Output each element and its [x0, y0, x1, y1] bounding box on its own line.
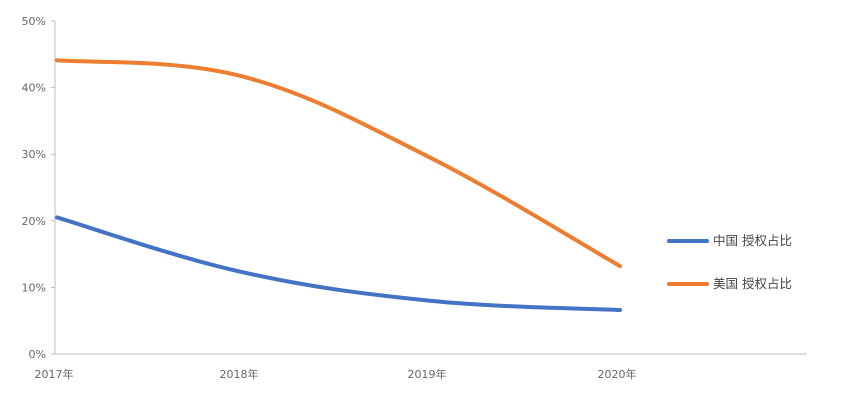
y-tick-label: 0% — [29, 348, 46, 361]
series-line-1 — [55, 58, 622, 269]
axes — [54, 21, 807, 355]
x-tick-label: 2020年 — [598, 367, 637, 381]
x-tick-label: 2017年 — [35, 367, 74, 381]
x-axis-ticks: 2017年 2018年 2019年 2020年 — [35, 367, 637, 381]
series-lines — [55, 58, 622, 313]
series-line-0 — [55, 215, 622, 313]
y-tick-label: 20% — [22, 215, 46, 228]
y-tick-label: 50% — [22, 15, 46, 28]
y-tick-label: 40% — [22, 82, 46, 95]
x-tick-label: 2019年 — [408, 367, 447, 381]
legend-label: 中国 授权占比 — [713, 233, 792, 248]
y-tick-label: 10% — [22, 281, 46, 294]
x-tick-label: 2018年 — [220, 367, 259, 381]
y-tick-label: 30% — [22, 148, 46, 161]
y-axis-ticks: 0% 10% 20% 30% 40% 50% — [22, 15, 55, 361]
legend-label: 美国 授权占比 — [713, 276, 792, 291]
